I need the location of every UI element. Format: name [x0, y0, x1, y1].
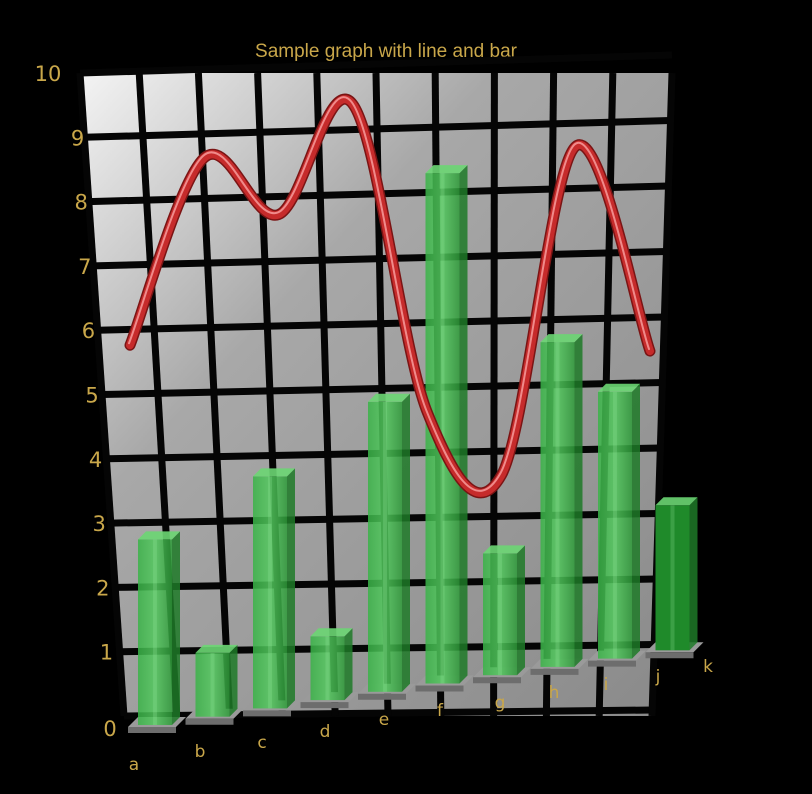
x-tick-label: i — [604, 675, 609, 695]
bar-platform-edge — [588, 660, 636, 667]
y-tick-label: 8 — [75, 191, 88, 215]
bar-top — [655, 497, 698, 506]
bar-platform-edge — [243, 710, 291, 717]
bar-top — [138, 531, 180, 540]
x-tick-label: d — [320, 722, 331, 742]
y-tick-label: 5 — [85, 384, 98, 408]
bar-j — [655, 505, 690, 651]
x-tick-label: k — [703, 657, 713, 677]
bar-highlight — [383, 401, 387, 692]
bar-c — [253, 476, 287, 709]
bar-series — [138, 165, 698, 725]
x-tick-label: h — [549, 683, 560, 703]
bar-top — [425, 165, 468, 174]
bar-h — [540, 342, 575, 667]
bar-top — [540, 334, 583, 343]
bar-side — [632, 383, 640, 659]
bar-platform-edge — [358, 693, 406, 700]
bar-highlight — [210, 652, 215, 717]
x-tick-label: f — [437, 701, 444, 721]
y-tick-label: 10 — [35, 62, 62, 86]
bar-g — [483, 553, 517, 676]
bar-i — [598, 391, 632, 659]
bar-platform-edge — [185, 718, 234, 725]
bar-e — [368, 401, 402, 692]
bar-highlight — [555, 342, 560, 667]
y-tick-label: 4 — [89, 448, 102, 472]
bar-top — [310, 628, 353, 637]
grid-line-v — [76, 72, 128, 717]
x-tick-label: j — [655, 667, 661, 687]
bar-top — [253, 468, 295, 477]
bar-side — [574, 334, 583, 667]
grid-line-v — [194, 72, 234, 717]
bar-platform-edge — [530, 668, 579, 675]
bar-top — [368, 393, 410, 402]
bar-side — [287, 468, 295, 709]
bar-highlight — [498, 553, 502, 676]
x-tick-label: b — [195, 742, 206, 762]
y-tick-label: 7 — [78, 255, 91, 279]
bar-platform-edge — [415, 685, 464, 692]
x-tick-label: e — [379, 710, 389, 730]
x-tick-label: g — [495, 693, 506, 713]
bar-b — [195, 652, 230, 717]
x-tick-label: c — [257, 733, 266, 753]
bar-highlight — [613, 391, 617, 659]
bar-highlight — [440, 173, 445, 684]
bar-platform-edge — [300, 702, 349, 709]
x-axis-ticks: a b c d e f g h i j k — [129, 657, 713, 775]
y-tick-label: 9 — [71, 126, 84, 150]
bar-side — [689, 497, 698, 651]
bar-top — [195, 644, 238, 653]
bar-platform-edge — [473, 677, 521, 684]
bar-a — [138, 539, 172, 725]
bar-side — [402, 393, 410, 692]
bar-highlight — [670, 505, 675, 651]
bar-platform-edge — [645, 652, 694, 659]
y-tick-label: 0 — [103, 717, 116, 741]
y-tick-label: 3 — [93, 512, 106, 536]
grid-line-v — [648, 72, 676, 717]
bar-d — [310, 636, 345, 701]
bar-top — [598, 383, 640, 392]
y-tick-label: 1 — [100, 641, 113, 665]
y-axis-ticks: 0 1 2 3 4 5 6 7 8 9 10 — [35, 62, 117, 741]
bar-side — [459, 165, 468, 684]
bar-highlight — [268, 476, 272, 709]
y-tick-label: 6 — [82, 319, 95, 343]
line-series — [124, 93, 656, 499]
bar-highlight — [325, 636, 330, 701]
bar-highlight — [153, 539, 157, 725]
bar-side — [229, 644, 238, 717]
bar-side — [172, 531, 180, 725]
grid-line-h — [79, 51, 673, 77]
x-tick-label: a — [129, 755, 139, 775]
y-tick-label: 2 — [96, 576, 109, 600]
bar-top — [483, 545, 525, 554]
bar-platform-edge — [128, 727, 176, 733]
bar-side — [517, 545, 525, 676]
bar-side — [344, 628, 353, 701]
chart-title: Sample graph with line and bar — [255, 41, 518, 62]
line-tube-highlight — [128, 96, 650, 492]
grid-line-v — [313, 72, 339, 717]
